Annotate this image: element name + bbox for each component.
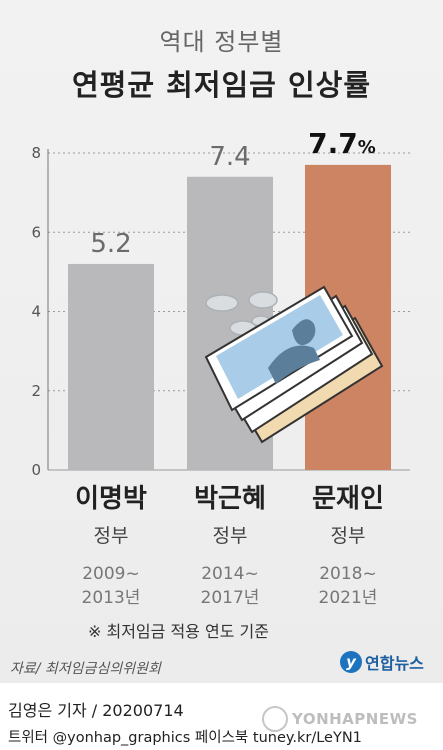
- category-sub: 정부: [212, 525, 248, 547]
- category-sub: 정부: [93, 525, 129, 547]
- category-label-block: 이명박 정부 2009~ 2013년: [51, 478, 171, 610]
- category-period: 2009~ 2013년: [81, 564, 141, 608]
- category-name: 문재인: [312, 484, 384, 514]
- category-name: 이명박: [75, 484, 147, 514]
- yonhap-logo-text: 연합뉴스: [365, 654, 424, 673]
- data-label: 7.7%: [308, 127, 376, 160]
- footnote: ※ 최저임금 적용 연도 기준: [88, 622, 269, 641]
- y-tick-label: 6: [31, 223, 41, 241]
- category-period: 2018~ 2021년: [318, 564, 378, 608]
- chart-title-top: 역대 정부별: [159, 28, 284, 56]
- data-label: 7.4: [209, 142, 250, 172]
- social-links: 트위터 @yonhap_graphics 페이스북 tuney.kr/LeYN1: [8, 730, 362, 746]
- watermark-icon: [262, 706, 288, 732]
- author-credit: 김영은 기자 / 20200714: [8, 701, 184, 720]
- y-tick-label: 0: [31, 461, 41, 479]
- y-tick-label: 2: [31, 382, 41, 400]
- yonhap-logo: y 연합뉴스: [340, 650, 424, 674]
- y-tick-label: 4: [31, 303, 41, 321]
- chart-title-main: 연평균 최저임금 인상률: [72, 68, 371, 102]
- bar: [68, 263, 154, 470]
- bar-chart: 5.2 7.4 7.7% 0 2 4 6 8: [31, 127, 410, 479]
- category-period: 2014~ 2017년: [200, 564, 260, 608]
- data-label: 5.2: [90, 229, 131, 259]
- category-name: 박근혜: [194, 484, 266, 514]
- y-axis: 0 2 4 6 8: [31, 144, 49, 479]
- y-tick-label: 8: [31, 144, 41, 162]
- money-bills-and-coins-icon: [204, 285, 384, 444]
- category-label-block: 박근혜 정부 2014~ 2017년: [170, 478, 290, 610]
- yonhap-logo-icon: y: [340, 651, 362, 673]
- category-label-block: 문재인 정부 2018~ 2021년: [288, 478, 408, 610]
- data-label-unit: %: [358, 137, 376, 158]
- source-text: 자료/ 최저임금심의위원회: [10, 661, 161, 677]
- watermark-text: YONHAPNEWS: [292, 710, 418, 728]
- watermark: YONHAPNEWS: [262, 706, 418, 732]
- category-sub: 정부: [330, 525, 366, 547]
